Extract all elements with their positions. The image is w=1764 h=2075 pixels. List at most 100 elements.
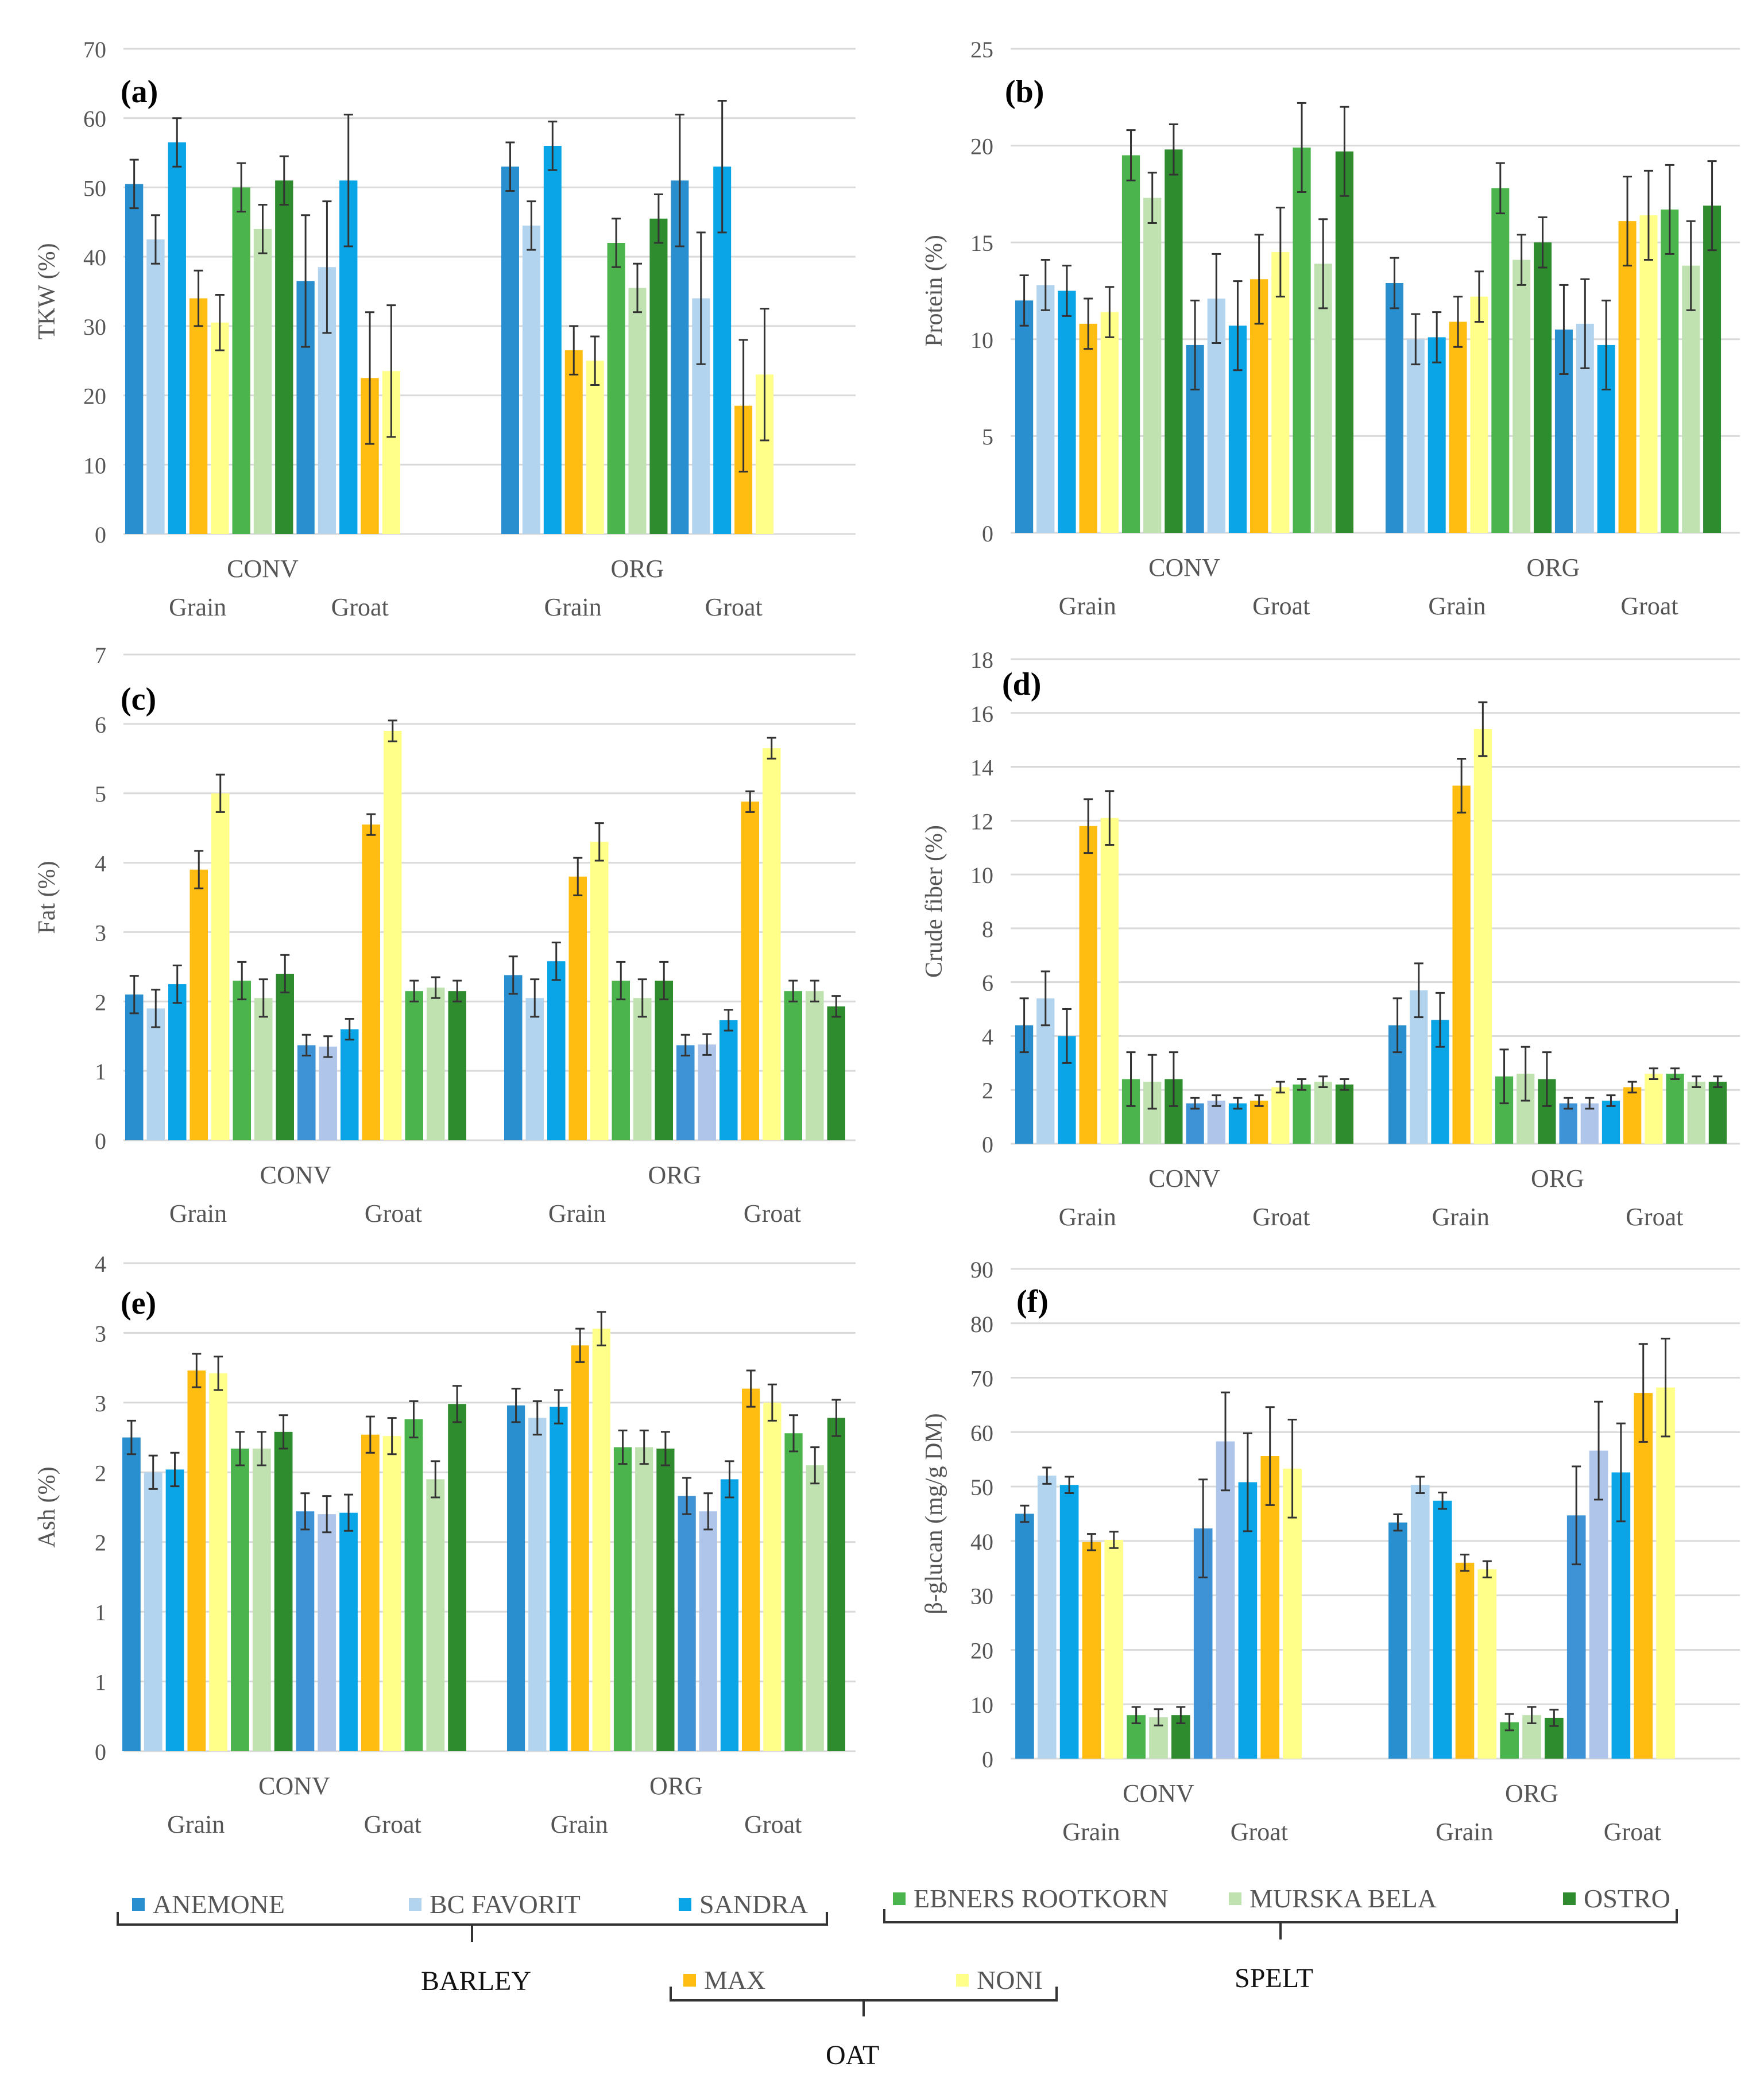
panel-f-subgroup-label-grain: Grain [1436,1818,1493,1846]
panel-c-ytick-label: 4 [95,851,106,877]
panel-d-bar-org-groat-bc-favorit [1580,1103,1599,1144]
oat-label: OAT [826,2040,880,2070]
panel-e-ylabel: Ash (%) [34,1466,60,1547]
panel-c-bar-conv-groat-murska-bela [427,988,445,1140]
panel-f-bar-org-groat-bc-favorit [1589,1450,1608,1759]
panel-b-bar-org-grain-ostro [1534,242,1552,533]
panel-c-bar-conv-groat-bc-favorit [319,1046,337,1140]
panel-c-bar-conv-groat-noni [384,730,402,1140]
legend-item-max: MAX [683,1965,765,1995]
panel-e-ytick-label: 1 [95,1670,106,1695]
panel-f-bar-org-grain-max [1455,1562,1475,1759]
panel-e-group-label-org: ORG [649,1772,703,1800]
panel-d-bar-org-groat-noni [1645,1074,1663,1144]
panel-b-bar-org-grain-max [1449,322,1467,533]
panel-c-bar-org-grain-murska-bela [633,998,652,1140]
panel-b-bar-org-grain-ebners-rootkorn [1491,188,1510,533]
panel-c-subgroup-label-groat: Groat [744,1199,801,1228]
legend: ANEMONE BC FAVORIT SANDRA EBNERS ROOTKOR… [0,1866,1764,2075]
legend-label-ebners-rootkorn: EBNERS ROOTKORN [914,1884,1169,1913]
panel-c-bar-org-grain-sandra [547,961,566,1140]
panel-a-ytick-label: 30 [83,314,106,340]
panel-f-ytick-label: 50 [970,1474,993,1500]
panel-f-bar-conv-grain-anemone [1015,1513,1034,1759]
panel-e-bar-conv-groat-murska-bela [426,1479,445,1751]
legend-item-bc-favorit: BC FAVORIT [409,1889,581,1919]
spelt-bracket [883,1909,1678,1939]
panel-e-bar-org-groat-ostro [827,1418,846,1751]
panel-e-bar-conv-groat-max [361,1434,380,1751]
legend-label-anemone: ANEMONE [153,1890,285,1919]
legend-brackets [117,1909,1678,2016]
panel-d-ytick-label: 18 [970,647,993,673]
oat-bracket [670,1987,1058,2016]
panel-a-group-label-conv: CONV [227,555,299,583]
panel-b-subgroup-label-groat: Groat [1620,592,1678,620]
panel-c-bar-org-groat-max [741,802,759,1140]
panel-f-subgroup-label-grain: Grain [1062,1818,1120,1846]
panel-c-bar-conv-grain-bc-favorit [146,1008,165,1140]
panel-d-bar-org-groat-max [1623,1087,1642,1144]
legend-swatch-noni [956,1973,969,1987]
panel-a-bar-conv-grain-sandra [168,142,186,534]
panel-b-bar-conv-groat-noni [1271,252,1290,533]
panel-e-bar-org-groat-sandra [720,1479,739,1751]
panel-f-ytick-label: 10 [970,1692,993,1718]
panel-c-bar-org-grain-anemone [504,975,523,1140]
panel-d-ytick-label: 10 [970,862,993,888]
panel-c-bar-conv-grain-murska-bela [254,998,273,1140]
panel-c-ytick-label: 0 [95,1128,106,1154]
panel-f-group-label-conv: CONV [1123,1779,1194,1807]
panel-a-bar-conv-grain-anemone [125,184,144,535]
panel-e-ytick-label: 1 [95,1600,106,1625]
panel-d-bar-conv-groat-max [1250,1100,1268,1144]
panel-f-bar-conv-groat-max [1260,1456,1280,1759]
panel-d-ytick-label: 2 [982,1078,993,1104]
legend-item-sandra: SANDRA [679,1889,808,1919]
panel-a-ylabel: TKW (%) [34,243,60,339]
panel-f-bar-org-grain-noni [1477,1569,1497,1759]
panel-b-bar-conv-grain-murska-bela [1143,198,1162,533]
legend-swatch-murska-bela [1229,1892,1241,1905]
panel-d-bar-conv-groat-sandra [1228,1103,1247,1144]
panel-b-label: (b) [1005,74,1044,110]
panel-c-group-label-conv: CONV [260,1161,332,1189]
panel-a-bar-conv-grain-ebners-rootkorn [232,187,250,534]
panel-d-bar-org-groat-murska-bela [1687,1082,1705,1144]
panel-c-bar-conv-grain-noni [211,793,230,1140]
panel-b-bar-org-groat-max [1618,221,1637,533]
legend-label-max: MAX [704,1965,766,1995]
panel-d-label: (d) [1002,667,1041,702]
panel-a-bar-org-grain-noni [586,361,604,534]
panel-b-ytick-label: 10 [970,327,993,353]
panel-e-bar-conv-groat-ebners-rootkorn [404,1419,423,1751]
panel-a-bar-conv-grain-bc-favorit [146,239,165,534]
panel-e-bar-org-groat-ebners-rootkorn [784,1433,803,1751]
panel-f-ytick-label: 70 [970,1366,993,1392]
panel-e-bar-org-grain-ostro [656,1449,675,1751]
panel-e-subgroup-label-groat: Groat [744,1810,802,1838]
panel-f-bar-conv-grain-max [1082,1542,1101,1759]
panel-c-ylabel: Fat (%) [34,861,60,934]
panel-b-ytick-label: 20 [970,134,993,160]
panel-b-bar-conv-grain-ostro [1165,149,1183,533]
panel-d-bar-conv-groat-noni [1271,1087,1290,1144]
panel-a-label: (a) [121,74,158,110]
panel-b-bar-conv-grain-ebners-rootkorn [1121,155,1140,533]
panel-f-subgroup-label-groat: Groat [1231,1818,1288,1846]
panel-d-bar-org-grain-max [1452,785,1471,1144]
panel-d-subgroup-label-groat: Groat [1626,1203,1683,1231]
panel-b-bar-conv-grain-max [1079,323,1097,533]
panel-a-ytick-label: 60 [83,106,106,132]
panel-c-ytick-label: 3 [95,920,106,946]
panel-b-bar-conv-grain-anemone [1015,300,1034,533]
panel-c-bar-conv-grain-ostro [276,973,294,1140]
panel-c-bar-conv-groat-ebners-rootkorn [405,991,423,1140]
panel-b-bar-org-groat-noni [1639,215,1658,533]
legend-swatch-ostro [1563,1892,1576,1905]
panel-d-ytick-label: 6 [982,970,993,996]
panel-c-label: (c) [121,682,156,717]
panel-d-ytick-label: 4 [982,1024,993,1050]
panel-e-bar-org-grain-murska-bela [635,1447,653,1751]
panel-c-bar-org-groat-ostro [827,1006,845,1140]
